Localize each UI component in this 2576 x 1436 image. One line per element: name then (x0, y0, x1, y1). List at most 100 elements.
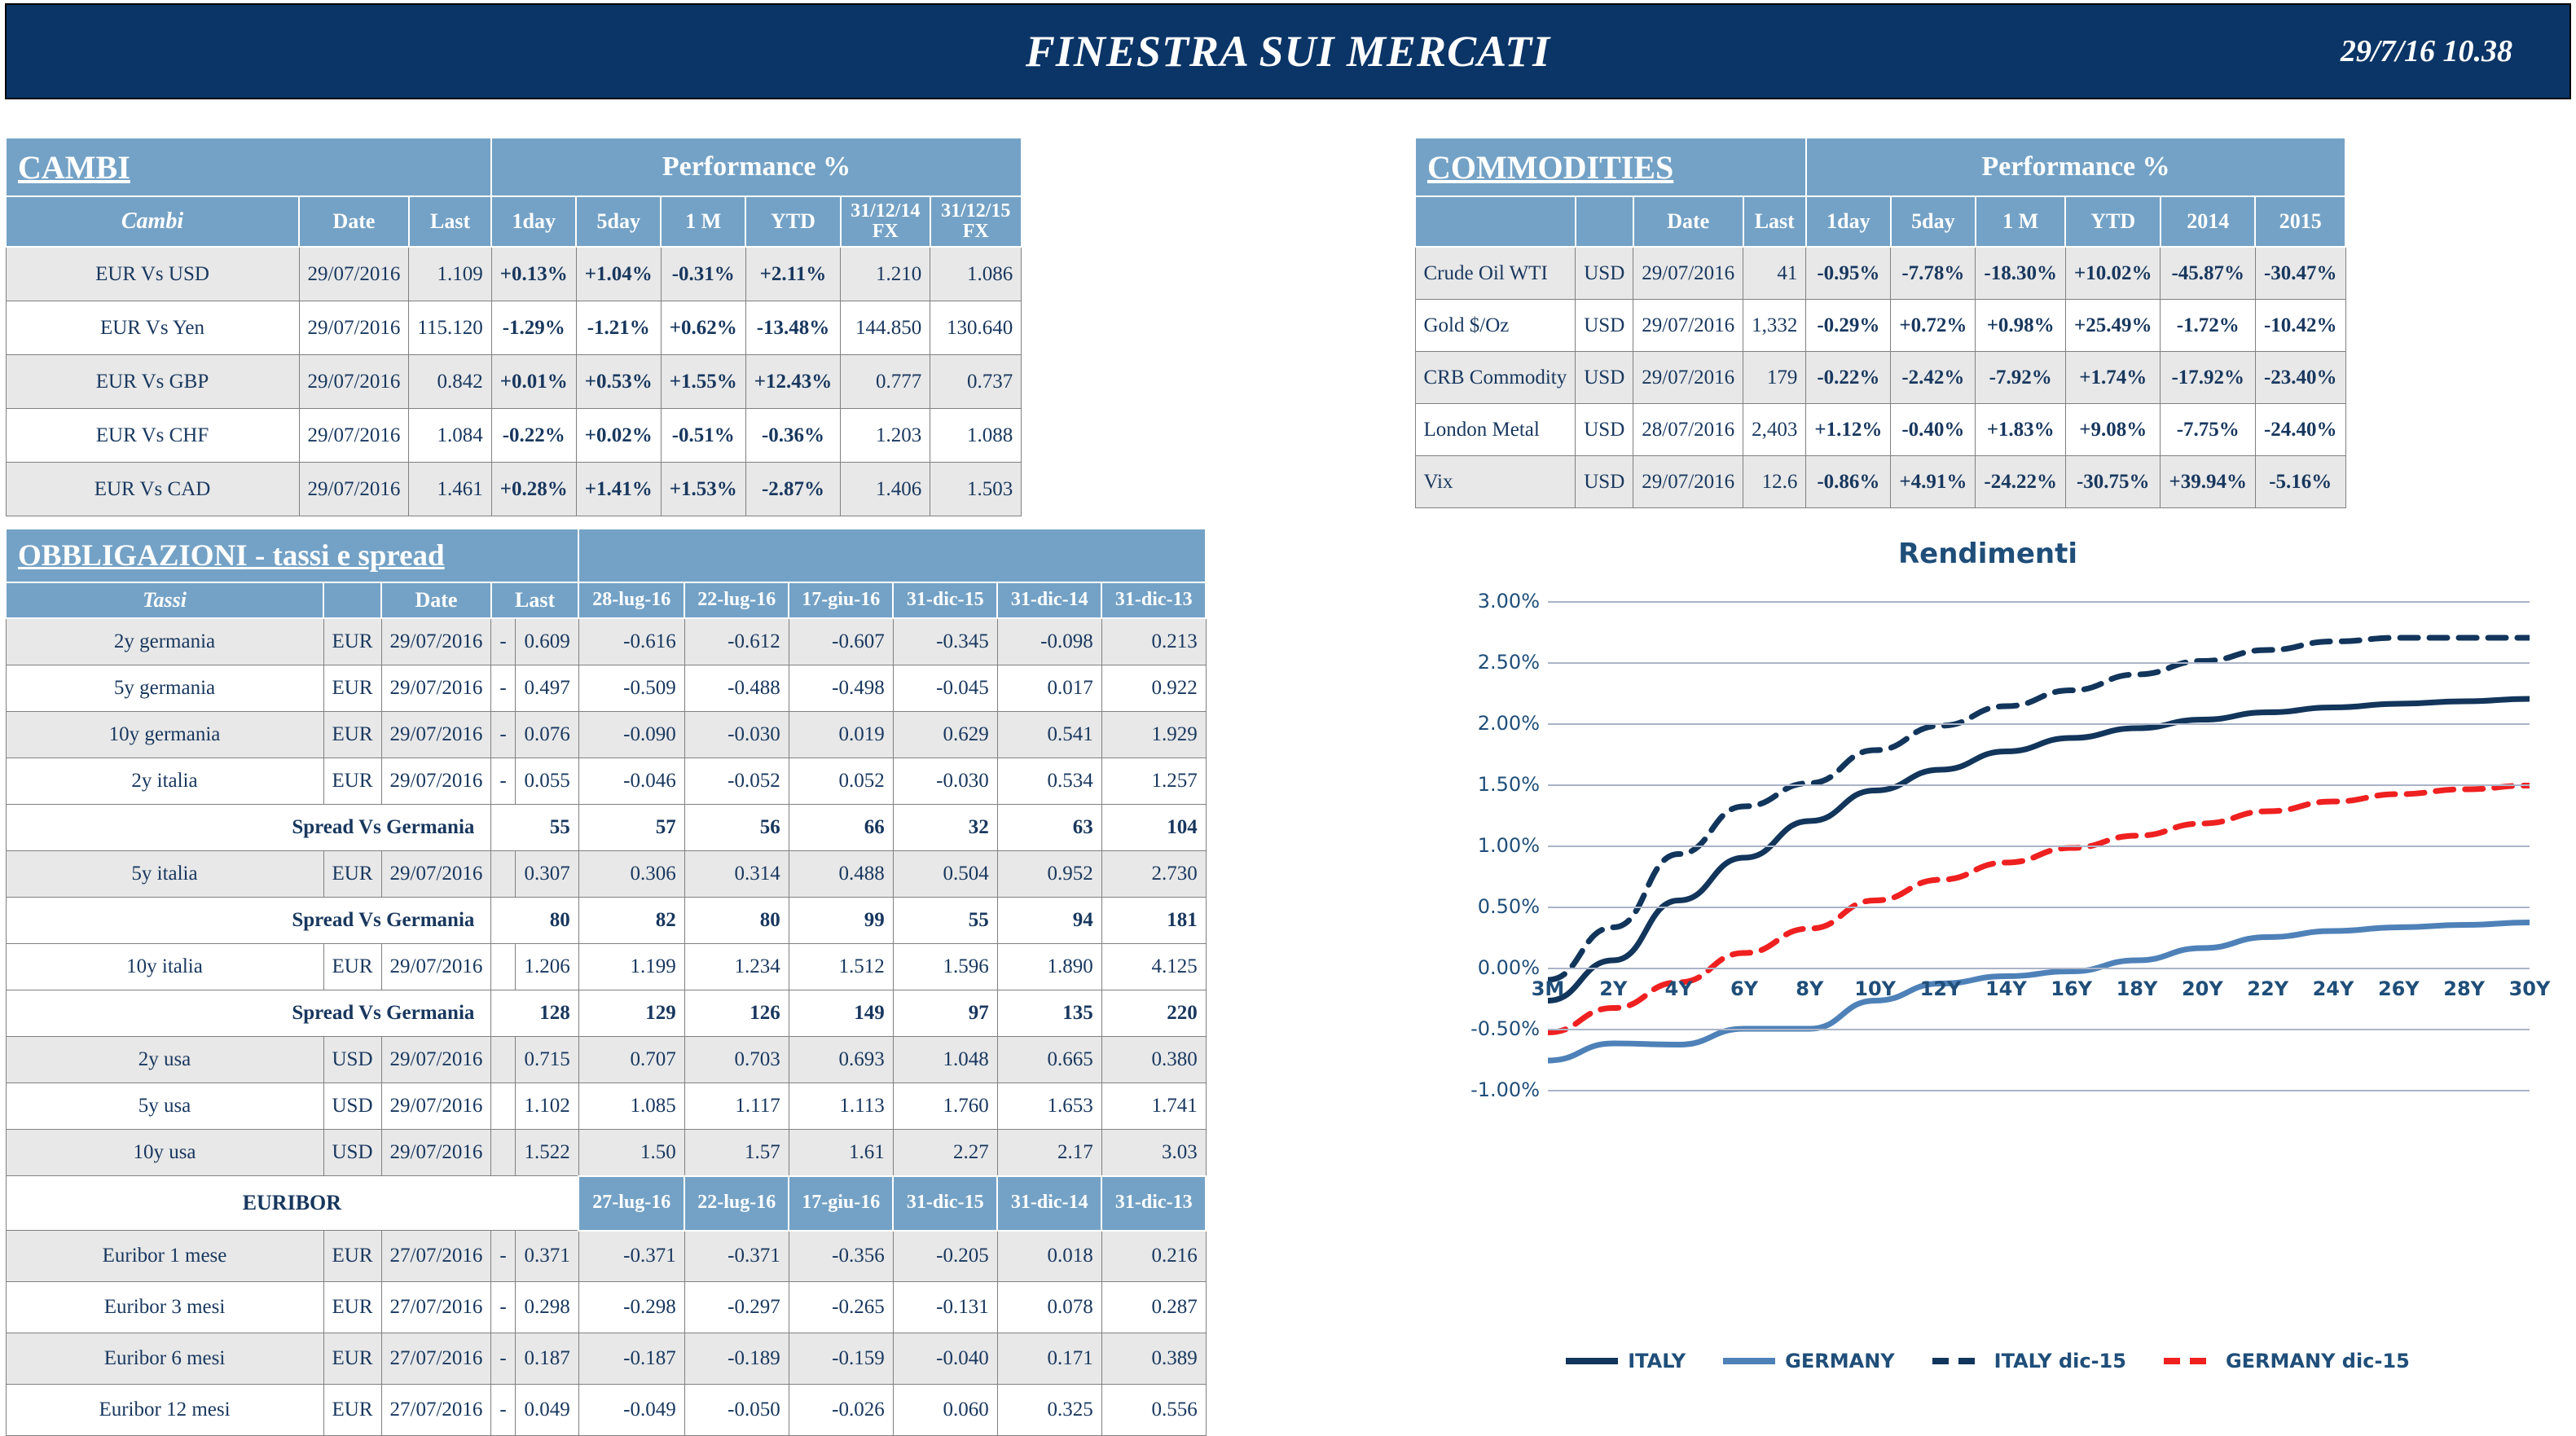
euribor-row-sign: - (490, 1384, 516, 1436)
obbligazioni-row-c2: -0.052 (684, 758, 789, 805)
commodities-section-title: COMMODITIES (1414, 137, 1807, 197)
table-row: 2y italia EUR 29/07/2016-0.055 -0.046 -0.052… (5, 758, 1207, 805)
obbligazioni-row-name: 10y italia (5, 943, 324, 990)
euribor-row-date: 27/07/2016 (380, 1281, 492, 1333)
commodities-row-last: 41 (1743, 246, 1807, 300)
obbligazioni-row-name: 5y usa (5, 1082, 324, 1130)
cambi-section-title: CAMBI (4, 137, 493, 197)
obbligazioni-col-c6: 31-dic-13 (1101, 582, 1207, 619)
obbligazioni-row-ccy: EUR (323, 617, 382, 665)
obbligazioni-row-name: 5y germania (5, 665, 324, 712)
cambi-row-last: 1.084 (408, 408, 492, 463)
obbligazioni-row-c6: 0.213 (1101, 617, 1207, 665)
euribor-row-c6: 0.287 (1101, 1281, 1207, 1333)
legend-swatch-icon (1723, 1358, 1776, 1364)
commodities-row-1m: +0.98% (1975, 299, 2066, 352)
euribor-label: EURIBOR (5, 1175, 579, 1231)
obbligazioni-row-c2: 0.314 (684, 850, 789, 898)
euribor-row-name: Euribor 1 mese (5, 1230, 324, 1282)
chart-legend-item[interactable]: ITALY (1566, 1350, 1686, 1372)
euribor-row-c4: -0.205 (892, 1230, 998, 1282)
obbligazioni-row-c6: 4.125 (1101, 943, 1207, 990)
legend-swatch-icon (1932, 1358, 1985, 1364)
cambi-row-date: 29/07/2016 (298, 462, 410, 516)
obbligazioni-row-c2: -0.488 (684, 665, 789, 712)
chart-plot-area: 3.00% 2.50% 2.00% 1.50% 1.00% 0.50% 0.00% -0.50… (1470, 590, 2550, 1101)
obbligazioni-section-title: OBBLIGAZIONI - tassi e spread (4, 528, 580, 583)
commodities-row-2014: -7.75% (2160, 403, 2256, 456)
chart-x-tick-label: 14Y (1985, 977, 2027, 1000)
obbligazioni-row-c1: 1.50 (578, 1129, 685, 1176)
obbligazioni-row-last: 1.522 (514, 1129, 579, 1176)
chart-x-tick-label: 30Y (2508, 977, 2551, 1000)
obbligazioni-row-sign: - (490, 711, 516, 758)
obbligazioni-row-c5: 0.534 (996, 758, 1102, 805)
chart-y-tick-label: -1.00% (1470, 1078, 1540, 1101)
obbligazioni-row-ccy: USD (323, 1082, 382, 1130)
obbligazioni-spread-c3: 66 (788, 804, 894, 851)
table-row: 10y italia EUR 29/07/2016 1.206 1.199 1.234 1.… (5, 943, 1207, 990)
cambi-row-name: EUR Vs Yen (5, 301, 300, 355)
obbligazioni-spread-c6: 104 (1101, 804, 1207, 851)
obbligazioni-row-c1: -0.616 (578, 617, 685, 665)
obbligazioni-row-c3: -0.607 (788, 617, 894, 665)
commodities-row-1m: -18.30% (1975, 246, 2066, 300)
table-row: EUR Vs USD 29/07/2016 1.109 +0.13% +1.04% -0.… (5, 246, 1022, 301)
obbligazioni-row-date: 29/07/2016 (380, 943, 492, 990)
obbligazioni-row-last: 0.609 (514, 617, 579, 665)
commodities-row-name: Vix (1414, 455, 1576, 508)
cambi-row-date: 29/07/2016 (298, 408, 410, 463)
chart-series-germany-dic-15 (1545, 783, 2533, 1035)
chart-legend-item[interactable]: GERMANY dic-15 (2163, 1350, 2410, 1372)
obbligazioni-row-ccy: EUR (323, 758, 382, 805)
chart-legend-item[interactable]: ITALY dic-15 (1932, 1350, 2126, 1372)
obbligazioni-row-c6: 2.730 (1101, 850, 1207, 898)
commodities-row-last: 2,403 (1743, 403, 1807, 456)
table-row: Gold $/Oz USD 29/07/2016 1,332 -0.29% +0.72% +… (1414, 299, 2346, 352)
commodities-row-ccy: USD (1575, 455, 1634, 508)
obbligazioni-col-c2: 22-lug-16 (684, 582, 790, 619)
chart-y-tick-label: 0.00% (1477, 956, 1540, 979)
commodities-row-2015: -5.16% (2254, 455, 2346, 508)
cambi-col-last: Last (407, 195, 493, 248)
obbligazioni-row-sign (490, 1036, 516, 1083)
commodities-row-2015: -30.47% (2254, 246, 2346, 300)
table-row: EUR Vs GBP 29/07/2016 0.842 +0.01% +0.53% +1.… (5, 354, 1022, 409)
obbligazioni-title-filler (578, 528, 1207, 583)
obbligazioni-spread-c3: 149 (788, 990, 894, 1037)
chart-gridline (1548, 1090, 2530, 1091)
obbligazioni-spread-c5: 63 (996, 804, 1102, 851)
commodities-row-ccy: USD (1575, 246, 1634, 300)
obbligazioni-row-c4: 1.596 (892, 943, 998, 990)
cambi-table: CAMBI Performance % Cambi Date Last 1day… (4, 137, 1022, 516)
commodities-col-last: Last (1742, 195, 1807, 248)
obbligazioni-col-date: Date (380, 582, 492, 619)
chart-legend-item[interactable]: GERMANY (1723, 1350, 1895, 1372)
commodities-col-name (1414, 195, 1576, 248)
table-row: Euribor 6 mesi EUR 27/07/2016-0.187 -0.187-… (5, 1333, 1207, 1385)
app-header: FINESTRA SUI MERCATI 29/7/16 10.38 (5, 3, 2571, 99)
obbligazioni-spread-label: Spread Vs Germania (5, 897, 492, 944)
commodities-row-1day: -0.86% (1805, 455, 1892, 508)
chart-y-tick-label: 2.50% (1477, 651, 1540, 674)
cambi-row-1m: +1.55% (660, 354, 746, 409)
commodities-row-ccy: USD (1575, 299, 1634, 352)
obbligazioni-row-c3: 0.019 (788, 711, 894, 758)
euribor-col-2: 22-lug-16 (684, 1175, 790, 1232)
euribor-row-sign: - (490, 1281, 516, 1333)
obbligazioni-row-c3: 1.512 (788, 943, 894, 990)
chart-y-tick-label: 2.00% (1477, 712, 1540, 735)
obbligazioni-spread-c5: 94 (996, 897, 1102, 944)
commodities-row-5day: +4.91% (1890, 455, 1976, 508)
obbligazioni-row-name: 10y usa (5, 1129, 324, 1176)
obbligazioni-row-c5: 0.017 (996, 665, 1102, 712)
euribor-row-sign: - (490, 1333, 516, 1385)
obbligazioni-row-c4: 1.760 (892, 1082, 998, 1130)
table-row: EUR Vs CAD 29/07/2016 1.461 +0.28% +1.41% +1.… (5, 462, 1022, 516)
obbligazioni-row-name: 10y germania (5, 711, 324, 758)
chart-series-svg (1545, 635, 2533, 1064)
cambi-row-5day: +0.53% (575, 354, 662, 409)
euribor-row-last: 0.298 (514, 1281, 579, 1333)
table-row: Euribor 1 mese EUR 27/07/2016-0.371 -0.371-… (5, 1230, 1207, 1282)
cambi-row-name: EUR Vs CHF (5, 408, 300, 463)
